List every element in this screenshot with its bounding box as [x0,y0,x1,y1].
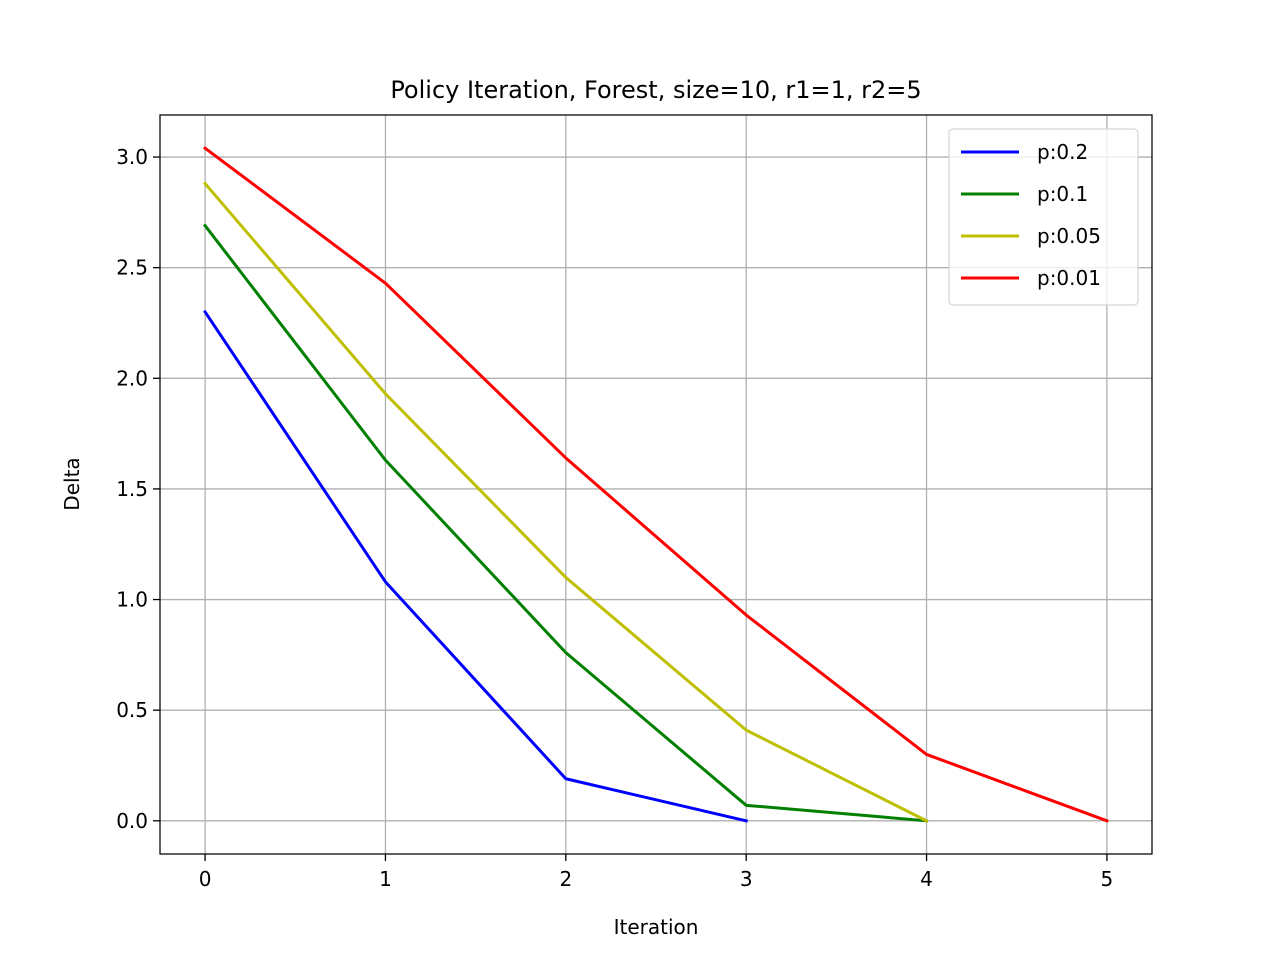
series-line [202,181,929,823]
x-tick-label: 5 [1101,867,1114,891]
x-tick-label: 3 [740,867,753,891]
y-tick-label: 2.0 [116,366,148,390]
legend: p:0.2 p:0.1 p:0.05 p:0.01 [948,128,1139,306]
legend-entry-label: p:0.1 [1037,182,1088,206]
x-axis-label: Iteration [614,915,699,939]
plot-frame [159,114,1153,855]
y-tick-label: 1.5 [116,477,148,501]
y-tick-label: 3.0 [116,145,148,169]
chart-title: Policy Iteration, Forest, size=10, r1=1,… [390,76,921,104]
y-tick-label: 2.5 [116,256,148,280]
y-tick-label: 1.0 [116,588,148,612]
legend-entry-label: p:0.2 [1037,140,1088,164]
legend-entry-label: p:0.01 [1037,266,1101,290]
y-tick-label: 0.0 [116,809,148,833]
series-line [202,223,929,823]
y-tick-label: 0.5 [116,698,148,722]
series-lines [202,146,1109,823]
x-tick-label: 4 [920,867,933,891]
x-tick-label: 0 [199,867,212,891]
y-axis-ticks: 0.0 0.5 1.0 1.5 2.0 2.5 3.0 [116,145,160,833]
y-axis-label: Delta [60,457,84,510]
legend-box [948,128,1139,306]
series-line [203,309,748,823]
x-tick-label: 1 [379,867,392,891]
legend-entry-label: p:0.05 [1037,224,1101,248]
series-line [202,146,1109,823]
x-tick-label: 2 [559,867,572,891]
x-axis-ticks: 0 1 2 3 4 5 [199,854,1114,891]
